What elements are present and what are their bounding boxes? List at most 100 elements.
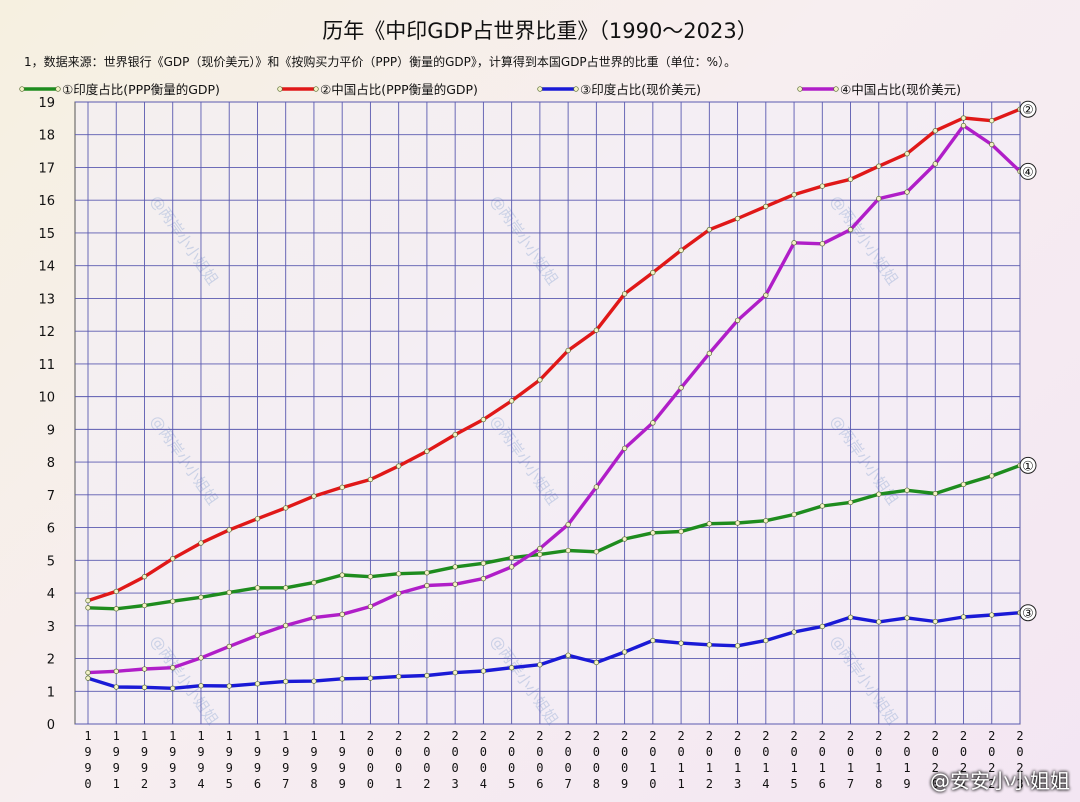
data-point <box>311 493 317 499</box>
legend-marker <box>313 86 319 92</box>
data-point <box>508 564 515 570</box>
y-tick-label: 13 <box>38 292 55 307</box>
data-point <box>593 484 600 490</box>
data-point <box>763 292 769 298</box>
data-point <box>791 191 797 198</box>
y-tick-label: 3 <box>47 620 55 635</box>
data-point <box>480 668 487 674</box>
data-point <box>226 683 232 689</box>
data-point <box>452 564 458 570</box>
legend-label: ④中国占比(现价美元) <box>840 82 961 97</box>
y-tick-label: 11 <box>38 358 55 373</box>
legend-marker <box>277 86 283 92</box>
data-point <box>904 615 910 621</box>
legend-label: ③印度占比(现价美元) <box>580 82 701 97</box>
data-point <box>283 505 289 511</box>
data-point <box>960 115 967 121</box>
data-point <box>876 619 882 625</box>
data-point <box>254 516 261 522</box>
y-tick-label: 1 <box>47 685 55 700</box>
data-point <box>170 556 176 562</box>
data-point <box>763 637 769 644</box>
y-tick-label: 15 <box>38 227 55 242</box>
legend-marker <box>797 86 803 92</box>
end-label-circle <box>1019 100 1037 118</box>
y-tick-label: 17 <box>38 161 55 176</box>
data-point <box>650 637 656 644</box>
legend-marker <box>55 86 61 92</box>
y-tick-label: 5 <box>47 554 55 569</box>
data-point <box>932 490 938 497</box>
data-point <box>141 602 148 609</box>
data-point <box>734 215 741 222</box>
chart-note: 1，数据来源：世界银行《GDP（现价美元）》和《按购买力平价（PPP）衡量的GD… <box>24 54 736 69</box>
data-point <box>932 161 938 167</box>
data-point <box>508 555 515 561</box>
data-point <box>283 622 289 629</box>
data-point <box>141 684 148 690</box>
data-point <box>791 240 797 246</box>
end-label-circle <box>1019 162 1037 180</box>
data-point <box>904 189 910 195</box>
data-point <box>932 128 938 134</box>
data-point <box>198 655 204 661</box>
data-point <box>706 227 712 233</box>
y-tick-label: 18 <box>38 129 55 144</box>
data-point <box>113 668 119 674</box>
y-tick-label: 7 <box>47 489 55 504</box>
data-point <box>311 678 317 684</box>
data-point <box>254 681 261 687</box>
data-point <box>791 511 797 518</box>
data-point <box>621 291 628 297</box>
data-point <box>311 579 317 586</box>
data-point <box>452 581 458 587</box>
data-point <box>989 612 995 618</box>
y-tick-label: 12 <box>38 325 55 340</box>
data-point <box>706 350 712 357</box>
data-point <box>198 683 204 689</box>
data-point <box>876 195 882 202</box>
series-end-label: ④ <box>1022 165 1034 180</box>
data-point <box>537 662 543 668</box>
data-point <box>819 623 825 630</box>
data-point <box>170 665 176 671</box>
data-point <box>424 448 430 454</box>
data-point <box>565 652 571 658</box>
data-point <box>537 545 543 552</box>
data-point <box>339 611 345 617</box>
data-point <box>254 585 261 591</box>
data-point <box>876 491 882 497</box>
legend: ①印度占比(PPP衡量的GDP) ②中国占比(PPP衡量的GDP) ③印度占比(现价… <box>19 82 961 97</box>
data-point <box>678 640 684 646</box>
data-point <box>847 227 854 233</box>
attribution-watermark: @安安小小姐姐 <box>930 769 1070 793</box>
data-point <box>424 672 430 679</box>
series-line-4 <box>87 123 1022 675</box>
data-point <box>989 118 995 124</box>
data-point <box>876 163 882 169</box>
data-point <box>141 666 148 672</box>
y-tick-label: 14 <box>38 260 55 275</box>
data-point <box>424 570 430 576</box>
data-point <box>593 549 600 555</box>
data-point <box>734 643 741 649</box>
data-point <box>508 398 515 404</box>
data-point <box>283 678 289 685</box>
data-point <box>424 582 430 589</box>
data-point <box>791 629 797 635</box>
